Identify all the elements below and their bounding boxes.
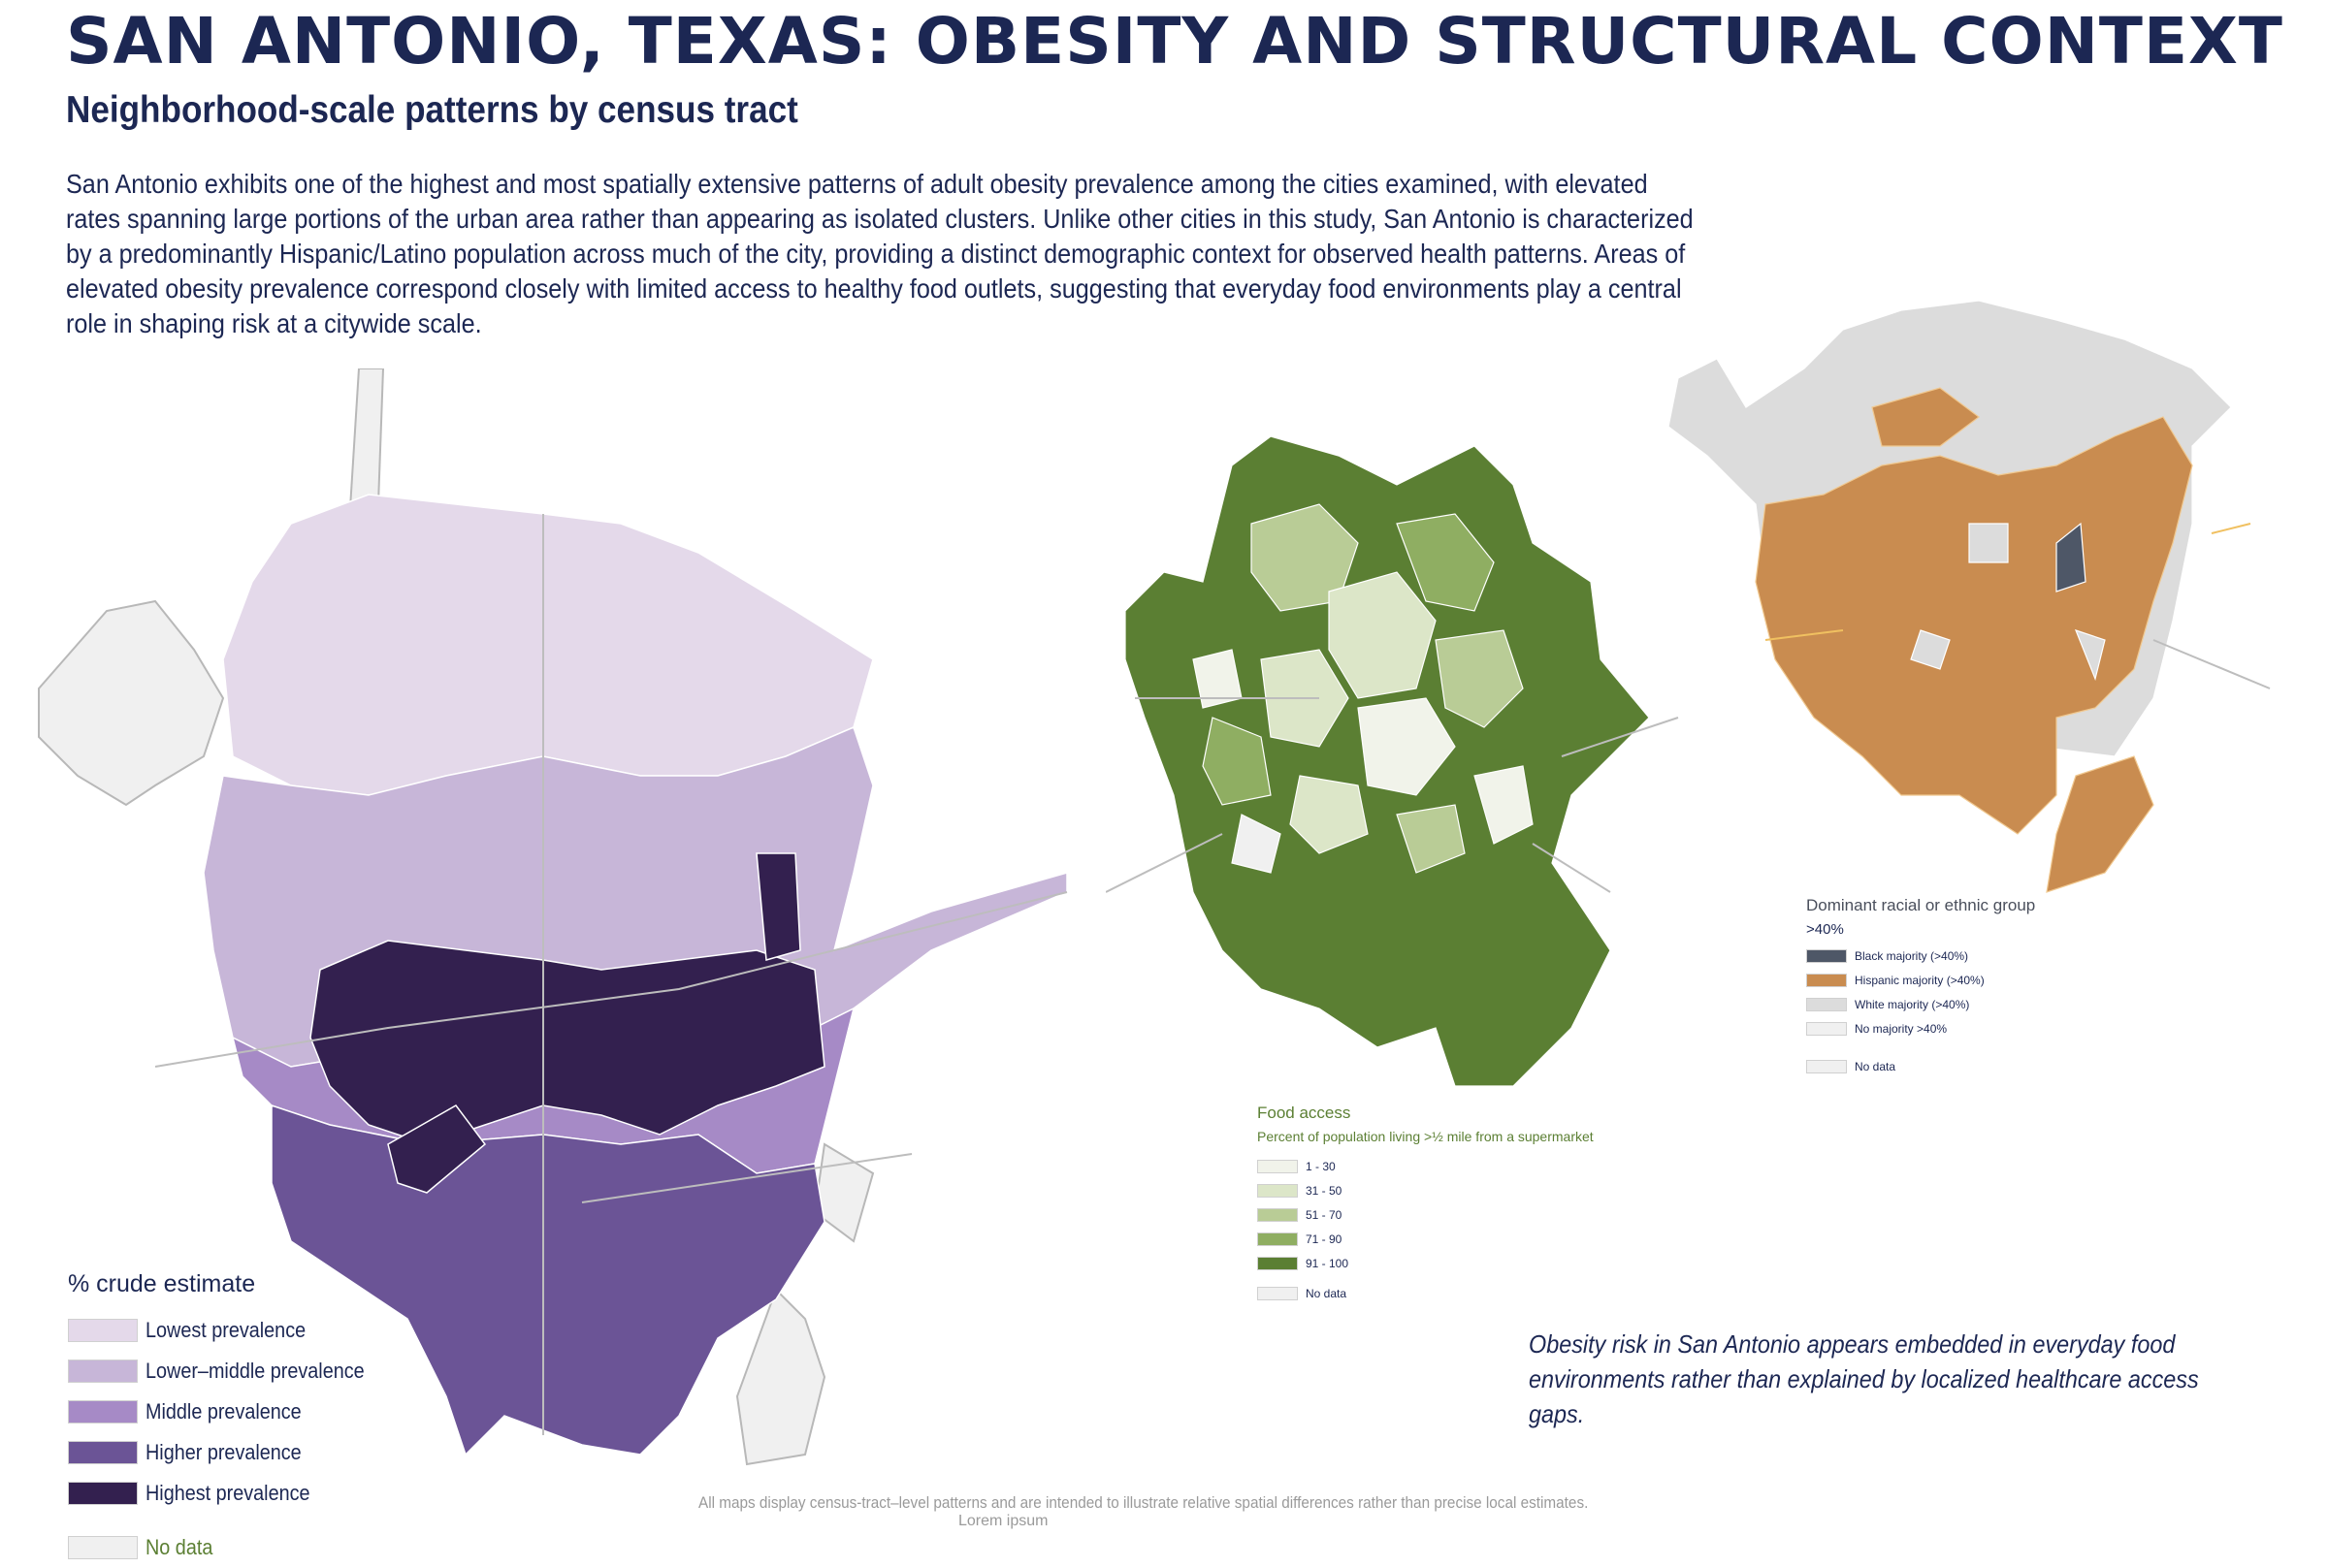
legend-swatch (68, 1482, 138, 1505)
legend-item: Black majority (>40%) (1806, 944, 2155, 968)
legend-item: Lower–middle prevalence (68, 1351, 475, 1392)
race-legend-title: Dominant racial or ethnic group (1806, 896, 2036, 914)
legend-label: 71 - 90 (1306, 1232, 1342, 1246)
legend-item: Higher prevalence (68, 1432, 475, 1473)
race-legend-no-data: No data (1806, 1054, 2155, 1078)
food-access-map (1106, 435, 1679, 1087)
legend-swatch (1257, 1256, 1298, 1270)
black-majority-tract (2055, 522, 2086, 592)
obesity-legend-title: % crude estimate (68, 1270, 256, 1297)
page-title: SAN ANTONIO, TEXAS: OBESITY AND STRUCTUR… (66, 4, 2283, 79)
placeholder-text: Lorem ipsum (958, 1513, 1049, 1529)
highest-prevalence-region (309, 940, 825, 1145)
legend-item: 51 - 70 (1257, 1202, 1703, 1227)
legend-label: 31 - 50 (1306, 1183, 1342, 1198)
legend-swatch (1806, 1021, 1847, 1036)
legend-swatch (68, 1360, 138, 1383)
race-white-patches (1910, 523, 2106, 681)
legend-label: Lowest prevalence (146, 1318, 307, 1342)
obesity-legend: % crude estimate Lowest prevalence Lower–… (68, 1270, 475, 1568)
legend-swatch (68, 1441, 138, 1464)
race-legend: Dominant racial or ethnic group >40% Bla… (1806, 896, 2155, 1078)
lowest-prevalence-region (222, 494, 874, 796)
obesity-legend-no-data: No data (68, 1527, 475, 1568)
footnote: All maps display census-tract–level patt… (698, 1493, 1589, 1512)
legend-item: 91 - 100 (1257, 1251, 1703, 1275)
legend-swatch (68, 1400, 138, 1424)
food-legend-title: Food access (1257, 1104, 1351, 1122)
page-subtitle: Neighborhood-scale patterns by census tr… (66, 89, 798, 131)
highway-lines (154, 514, 1068, 1435)
obesity-prevalence-map (38, 368, 1068, 1466)
legend-label: No majority >40% (1855, 1021, 1948, 1036)
food-legend-subtitle: Percent of population living >½ mile fro… (1257, 1129, 1594, 1144)
no-data-label: No data (1306, 1286, 1347, 1300)
legend-label: 1 - 30 (1306, 1159, 1336, 1173)
race-legend-subtitle: >40% (1806, 921, 1844, 938)
no-data-swatch (1806, 1059, 1847, 1073)
legend-swatch (1257, 1232, 1298, 1246)
legend-item: 31 - 50 (1257, 1178, 1703, 1202)
no-data-swatch (68, 1536, 138, 1559)
legend-item: White majority (>40%) (1806, 992, 2155, 1016)
race-highway-lines (1764, 523, 2251, 641)
legend-item: Lowest prevalence (68, 1310, 475, 1351)
legend-label: Middle prevalence (146, 1399, 302, 1424)
hispanic-majority-southeast (2046, 755, 2154, 893)
food-highway-lines (1106, 697, 1679, 893)
legend-label: Higher prevalence (146, 1440, 302, 1464)
legend-label: White majority (>40%) (1855, 997, 1970, 1011)
legend-item: 71 - 90 (1257, 1227, 1703, 1251)
legend-item: Middle prevalence (68, 1392, 475, 1432)
higher-prevalence-region (271, 1104, 825, 1456)
highest-prevalence-corridor (756, 852, 801, 961)
legend-swatch (1806, 997, 1847, 1011)
hispanic-majority-north (1871, 387, 1980, 447)
legend-item: No majority >40% (1806, 1016, 2155, 1040)
food-legend-no-data: No data (1257, 1281, 1703, 1305)
legend-swatch (1257, 1183, 1298, 1198)
legend-item: 1 - 30 (1257, 1154, 1703, 1178)
hispanic-majority-region (1755, 416, 2193, 835)
legend-swatch (68, 1319, 138, 1342)
legend-label: 91 - 100 (1306, 1256, 1349, 1270)
legend-swatch (1257, 1207, 1298, 1222)
legend-swatch (1257, 1159, 1298, 1173)
no-data-label: No data (146, 1535, 213, 1559)
legend-label: Hispanic majority (>40%) (1855, 973, 1985, 987)
no-data-label: No data (1855, 1059, 1896, 1073)
legend-swatch (1806, 973, 1847, 987)
highest-prevalence-southwest (387, 1104, 487, 1194)
legend-label: Lower–middle prevalence (146, 1359, 365, 1383)
legend-swatch (1806, 948, 1847, 963)
intro-paragraph: San Antonio exhibits one of the highest … (66, 169, 1694, 338)
race-highway-east (2152, 639, 2271, 689)
legend-item: Highest prevalence (68, 1473, 475, 1514)
food-access-legend: Food access Percent of population living… (1257, 1104, 1703, 1305)
legend-item: Hispanic majority (>40%) (1806, 968, 2155, 992)
legend-label: Black majority (>40%) (1855, 948, 1969, 963)
legend-label: 51 - 70 (1306, 1207, 1342, 1222)
legend-label: Highest prevalence (146, 1481, 310, 1505)
no-data-swatch (1257, 1286, 1298, 1300)
callout-text: Obesity risk in San Antonio appears embe… (1529, 1329, 2199, 1428)
race-ethnicity-map (1667, 300, 2271, 893)
